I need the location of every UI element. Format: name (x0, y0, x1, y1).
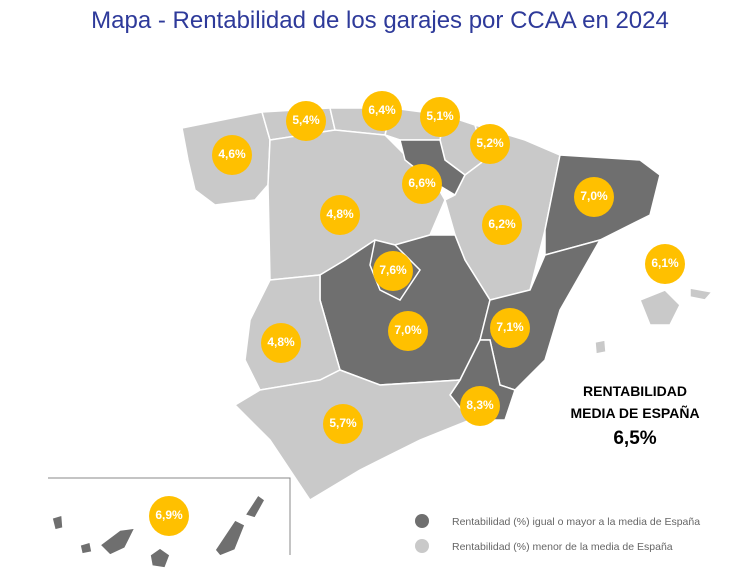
badge (420, 97, 460, 137)
badge (645, 244, 685, 284)
canarias-inset (48, 477, 291, 569)
badge (482, 205, 522, 245)
badge-label: 4,6% (218, 147, 246, 161)
legend-label: Rentabilidad (%) menor de la media de Es… (452, 541, 673, 553)
average-label: MEDIA DE ESPAÑA (570, 404, 699, 421)
badge-label: 5,2% (476, 136, 504, 150)
badge-label: 4,8% (267, 335, 295, 349)
badge (320, 195, 360, 235)
badge-label: 7,0% (580, 189, 608, 203)
badge-label: 7,1% (496, 320, 524, 334)
legend-swatch (415, 514, 429, 528)
legend: Rentabilidad (%) igual o mayor a la medi… (415, 514, 700, 553)
island (98, 527, 137, 556)
badge (212, 135, 252, 175)
badge (323, 404, 363, 444)
island (149, 547, 171, 569)
badge (261, 323, 301, 363)
average-value: 6,5% (613, 428, 656, 449)
ibiza (594, 339, 607, 355)
badge-label: 7,6% (379, 263, 407, 277)
average: RENTABILIDAD MEDIA DE ESPAÑA 6,5% (570, 383, 699, 449)
badge-label: 6,2% (488, 217, 516, 231)
badge-label: 6,1% (651, 256, 679, 270)
badge-label: 8,3% (466, 398, 494, 412)
island (51, 514, 64, 531)
badge-label: 5,1% (426, 109, 454, 123)
badges: 4,6% 5,4% 6,4% 5,1% 5,2% 6,6% 4,8% 7,0% 6,2% 6,1%… (149, 91, 685, 536)
island (214, 519, 246, 557)
legend-label: Rentabilidad (%) igual o mayor a la medi… (452, 516, 700, 528)
badge-label: 6,6% (408, 176, 436, 190)
title: Mapa - Rentabilidad de los garajes por C… (91, 7, 669, 34)
legend-swatch (415, 539, 429, 553)
badge-label: 5,7% (329, 416, 357, 430)
badge-label: 6,4% (368, 103, 396, 117)
badge-label: 7,0% (394, 323, 422, 337)
island (243, 493, 266, 519)
badge (149, 496, 189, 536)
badge (402, 164, 442, 204)
badge (373, 251, 413, 291)
badge (362, 91, 402, 131)
badge-label: 4,8% (326, 207, 354, 221)
badge (470, 124, 510, 164)
island (79, 541, 93, 555)
inset-frame (48, 477, 291, 555)
menorca (689, 287, 714, 301)
badge (460, 386, 500, 426)
average-label: RENTABILIDAD (583, 383, 687, 399)
mallorca (639, 289, 681, 326)
badge (490, 308, 530, 348)
badge (574, 177, 614, 217)
badge-label: 5,4% (292, 113, 320, 127)
badge (388, 311, 428, 351)
badge (286, 101, 326, 141)
badge-label: 6,9% (155, 508, 183, 522)
